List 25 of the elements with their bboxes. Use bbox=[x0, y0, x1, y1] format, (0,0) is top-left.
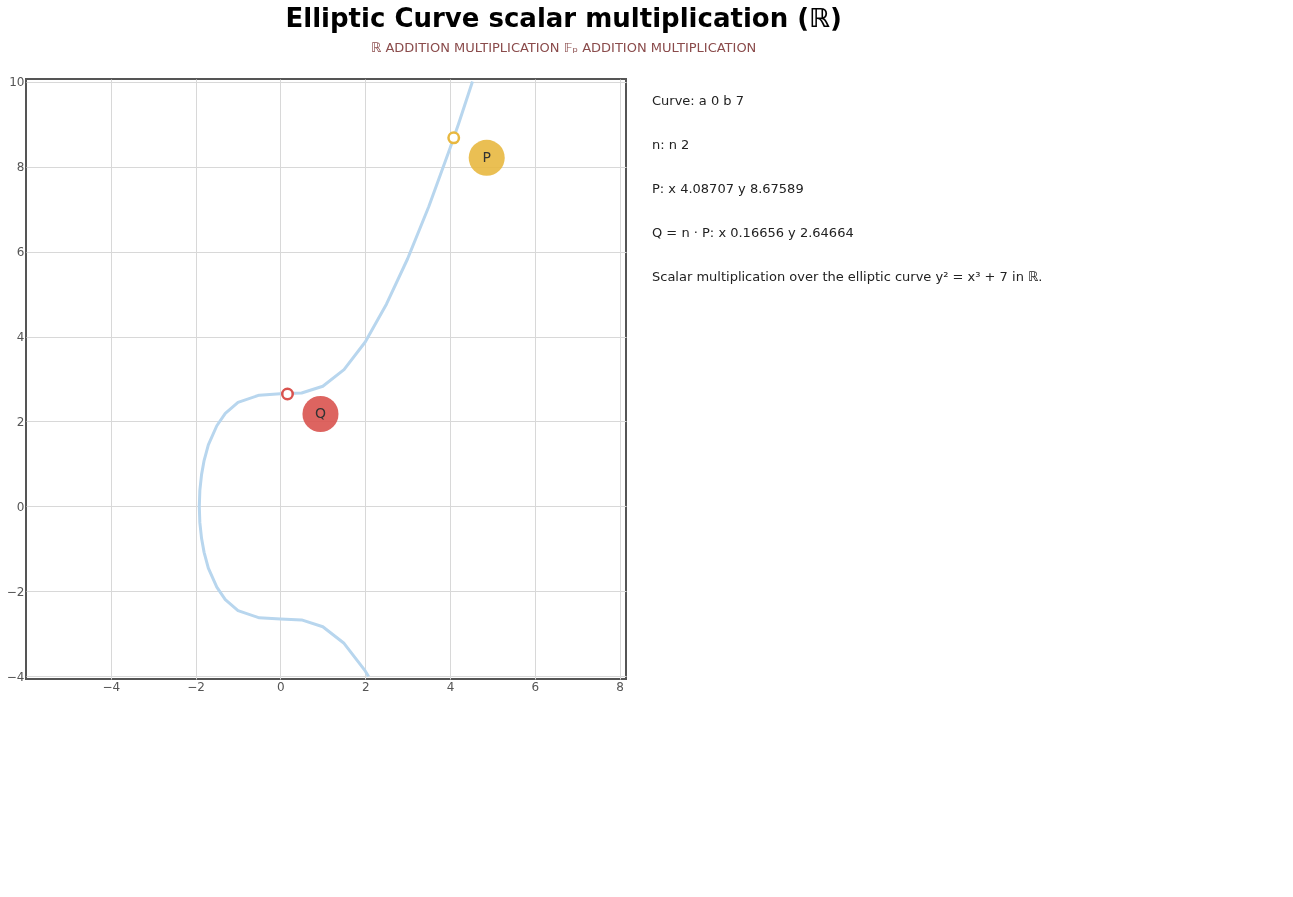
y-tick-label: −2 bbox=[6, 584, 25, 599]
y-tick-label: 4 bbox=[16, 330, 25, 345]
x-tick-label: −2 bbox=[187, 679, 205, 694]
text: n: n 2 bbox=[652, 137, 690, 152]
x-tick-label: 6 bbox=[531, 679, 540, 694]
x-tick-label: 4 bbox=[446, 679, 455, 694]
y-tick-label: 0 bbox=[16, 499, 25, 514]
text: Curve: a 0 b 7 bbox=[652, 93, 745, 108]
x-tick-label: 2 bbox=[361, 679, 370, 694]
x-tick-label: −4 bbox=[102, 679, 121, 694]
text: P: x 4.08707 y 8.67589 bbox=[652, 181, 804, 196]
series-label: Q bbox=[314, 405, 326, 422]
y-tick-label: 6 bbox=[16, 245, 25, 260]
line-series bbox=[197, 80, 474, 678]
chart-subtitle: ℝ ADDITION MULTIPLICATION 𝔽ₚ ADDITION MULTIPLICATION bbox=[370, 39, 757, 55]
series-label: P bbox=[482, 148, 491, 165]
text: Q = n · P: x 0.16656 y 2.64664 bbox=[652, 225, 854, 240]
x-tick-label: 0 bbox=[277, 679, 285, 694]
y-tick-label: 10 bbox=[9, 75, 25, 90]
chart-title: Elliptic Curve scalar multiplication (ℝ) bbox=[285, 2, 842, 33]
y-tick-label: 8 bbox=[16, 160, 25, 175]
y-tick-label: 2 bbox=[16, 414, 25, 429]
text: Scalar multiplication over the elliptic curve y² = x³ + 7 in ℝ. bbox=[652, 269, 1043, 284]
x-tick-label: 8 bbox=[616, 679, 624, 694]
y-tick-label: −4 bbox=[6, 669, 25, 684]
